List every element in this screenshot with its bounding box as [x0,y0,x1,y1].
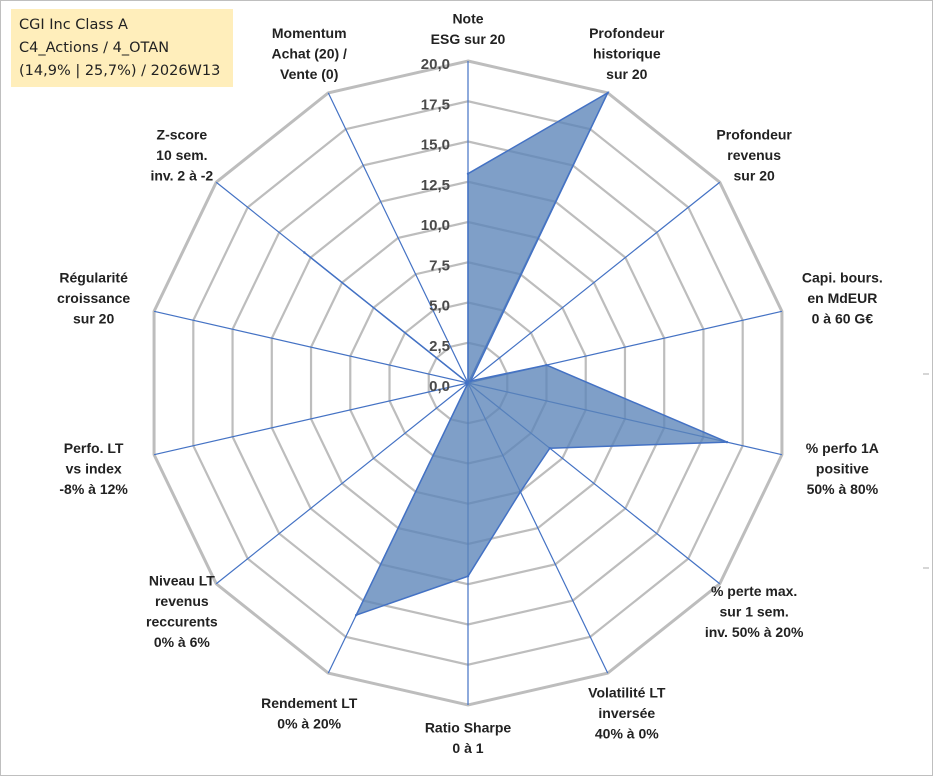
tick-label: 12,5 [421,177,450,194]
chart-title-box: CGI Inc Class A C4_Actions / 4_OTAN (14,… [11,9,233,87]
axis-label: Rendement LT 0% à 20% [261,695,358,732]
radar-series [303,91,729,617]
series-point [355,613,358,617]
tick-label: 0,0 [429,378,450,395]
tick-label: 5,0 [429,298,450,315]
radar-tick-labels: 0,0 2,5 5,0 7,5 10,0 12,5 15,0 17,5 20,0 [421,56,450,395]
axis-label: Profondeur revenus sur 20 [716,127,792,184]
tick-label: 10,0 [421,217,450,234]
title-line-category: C4_Actions / 4_OTAN [19,40,170,56]
radar-axis-labels: Note ESG sur 20 Profondeur historique sur 20… [57,11,883,757]
series-point [606,91,609,95]
series-point [469,379,472,383]
radar-spoke [153,382,469,456]
title-line-company: CGI Inc Class A [19,17,128,33]
radar-spoke [215,382,469,585]
radar-spoke [467,181,721,384]
axis-label: Z-score 10 sem. inv. 2 à -2 [150,127,213,184]
tick-label: 15,0 [421,137,450,154]
axis-label: Momentum Achat (20) / Vente (0) [271,25,347,82]
axis-label: Note ESG sur 20 [431,11,506,48]
series-point [466,381,470,385]
title-line-stats: (14,9% | 25,7%) / 2026W13 [19,63,221,79]
axis-label: Volatilité LT inversée 40% à 0% [588,685,666,742]
tick-label: 20,0 [421,56,450,73]
series-point [466,575,470,578]
series-point [519,490,522,493]
axis-label: Perfo. LT vs index -8% à 12% [59,440,128,497]
radar-spoke [153,310,469,384]
edge-marker [923,373,929,375]
axis-label: Capi. bours. en MdEUR 0 à 60 G€ [802,269,883,326]
series-point [725,440,729,444]
edge-marker [923,567,929,569]
axis-label: Niveau LT revenus reccurents 0% à 6% [146,573,218,651]
tick-label: 7,5 [429,257,450,274]
tick-label: 2,5 [429,338,450,355]
axis-label: % perte max. sur 1 sem. inv. 50% à 20% [705,583,804,640]
radar-spoke [327,92,469,384]
series-point [303,251,306,254]
series-point [548,447,552,450]
series-point [466,172,470,175]
series-point [545,363,548,367]
tick-label: 17,5 [421,96,450,113]
axis-label: Profondeur historique sur 20 [589,25,665,82]
axis-label: Ratio Sharpe 0 à 1 [425,720,512,757]
axis-label: % perfo 1A positive 50% à 80% [806,440,879,497]
axis-label: Régularité croissance sur 20 [57,269,130,326]
